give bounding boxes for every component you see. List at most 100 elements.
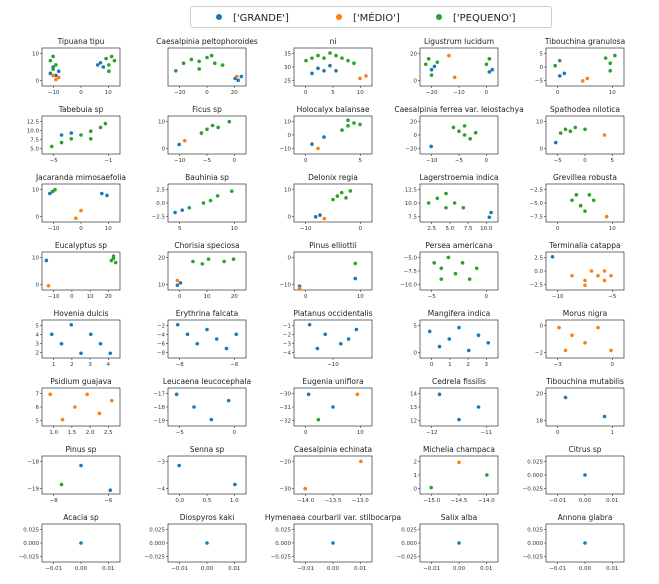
y-tick-label: 0.000 xyxy=(275,541,291,547)
subplot: Terminalia catappa −10 −5 2.5 0.0 −2.5 xyxy=(530,241,625,300)
subplot-axes-frame xyxy=(167,183,247,223)
data-point-grande xyxy=(316,66,320,71)
subplot-title: Spathodea nilotica xyxy=(550,105,620,114)
y-tick-label: −18 xyxy=(27,460,39,466)
data-point-pequeno xyxy=(216,125,220,130)
y-tick-label: −7.5 xyxy=(530,214,544,220)
data-point-grande xyxy=(48,71,53,76)
data-point-grande xyxy=(429,144,433,149)
data-point-grande xyxy=(487,70,492,74)
subplot-axes-frame xyxy=(419,183,499,223)
subplot-title: Grevillea robusta xyxy=(553,173,617,182)
data-point-grande xyxy=(429,67,434,72)
data-point-medio xyxy=(602,269,607,273)
data-point-grande xyxy=(177,142,181,147)
y-tick-label: 2.5 xyxy=(156,188,165,194)
x-tick-label: 10 xyxy=(609,90,616,96)
data-point-pequeno xyxy=(346,124,350,128)
subplot-title: Eucalyptus sp xyxy=(55,241,107,250)
data-point-grande xyxy=(209,417,214,422)
data-point-grande xyxy=(69,131,74,135)
subplot: Citrus sp −0.01 0.00 0.01 0.025 0.000 −0.025 xyxy=(523,445,625,504)
data-point-pequeno xyxy=(591,198,596,203)
data-point-grande xyxy=(101,65,106,69)
data-point-grande xyxy=(331,405,335,409)
data-point-pequeno xyxy=(98,125,103,130)
y-tick-label: −17 xyxy=(153,392,165,398)
data-point-grande xyxy=(224,346,229,351)
y-tick-label: −0.025 xyxy=(19,554,40,560)
subplot-axes-frame xyxy=(545,183,625,223)
y-tick-label: 5 xyxy=(36,418,40,424)
data-point-medio xyxy=(54,77,58,82)
data-point-medio xyxy=(583,341,587,345)
y-tick-label: 0 xyxy=(162,146,166,152)
data-point-pequeno xyxy=(353,261,358,266)
x-tick-label: 5 xyxy=(178,226,182,232)
data-point-pequeno xyxy=(487,57,492,61)
data-point-grande xyxy=(100,191,104,196)
data-point-pequeno xyxy=(201,201,206,205)
x-tick-label: 2.0 xyxy=(86,430,95,436)
subplot: Senna sp 0.0 0.5 1.0 −3 −4 xyxy=(157,445,247,504)
subplot-title: Tibouchina mutabilis xyxy=(545,377,624,386)
data-point-grande xyxy=(88,332,93,337)
y-tick-label: 0.000 xyxy=(23,541,39,547)
data-point-medio xyxy=(602,278,607,283)
subplot-axes-frame xyxy=(41,455,121,495)
data-point-pequeno xyxy=(568,129,573,133)
y-tick-label: 0 xyxy=(414,486,418,492)
x-tick-label: −0.01 xyxy=(549,566,566,572)
subplot: Delonix regia −10 0 10 0 xyxy=(284,173,373,232)
data-point-pequeno xyxy=(340,56,344,60)
subplot: Ligustrum lucidum −20 −10 0 20 0 xyxy=(410,37,499,96)
data-point-grande xyxy=(310,142,314,146)
data-point-pequeno xyxy=(484,62,489,67)
subplot: Ficus sp −10 −5 0 10 0 xyxy=(158,105,247,164)
data-point-grande xyxy=(476,405,481,409)
data-point-grande xyxy=(432,64,437,69)
y-tick-label: −10 xyxy=(279,146,291,152)
x-tick-label: 10 xyxy=(357,90,364,96)
data-point-medio xyxy=(60,417,65,422)
data-point-pequeno xyxy=(174,69,178,73)
subplot-axes-frame xyxy=(545,387,625,427)
subplot-title: ni xyxy=(330,37,337,46)
x-tick-label: 0 xyxy=(304,90,308,96)
y-tick-label: 0.025 xyxy=(527,460,543,466)
data-point-medio xyxy=(583,283,587,288)
data-point-pequeno xyxy=(444,205,448,210)
subplot-title: Chorisia speciosa xyxy=(174,241,239,250)
data-point-grande xyxy=(98,341,103,346)
x-tick-label: −10 xyxy=(174,158,186,164)
data-point-pequeno xyxy=(578,203,583,208)
x-tick-label: 0.01 xyxy=(480,566,492,572)
legend-marker-medio xyxy=(336,14,342,20)
data-point-grande xyxy=(192,405,196,409)
x-tick-label: 10.0 xyxy=(480,226,493,232)
legend-label-pequeno: ['PEQUENO'] xyxy=(453,13,516,24)
data-point-pequeno xyxy=(553,63,557,68)
y-tick-label: 12 xyxy=(410,418,417,424)
y-tick-label: −31 xyxy=(279,405,291,411)
y-tick-label: 0 xyxy=(36,282,40,288)
data-point-pequeno xyxy=(608,69,613,73)
subplot-title: Jacaranda mimosaefolia xyxy=(35,173,126,182)
y-tick-label: 0 xyxy=(414,78,418,84)
y-tick-label: 2.5 xyxy=(534,256,543,262)
data-point-medio xyxy=(316,146,320,151)
data-point-grande xyxy=(205,327,209,332)
x-tick-label: −8 xyxy=(176,362,185,368)
y-tick-label: 0 xyxy=(36,214,40,220)
data-point-medio xyxy=(297,286,302,290)
x-tick-label: 0 xyxy=(304,158,308,164)
data-point-pequeno xyxy=(316,417,321,422)
data-point-medio xyxy=(609,273,613,278)
x-tick-label: −0.01 xyxy=(171,566,188,572)
legend-label-grande: ['GRANDE'] xyxy=(233,13,289,24)
data-point-pequeno xyxy=(453,271,458,276)
data-point-pequeno xyxy=(206,257,211,261)
data-point-pequeno xyxy=(197,67,201,71)
y-tick-label: 13 xyxy=(410,405,417,411)
y-tick-label: 7.5 xyxy=(30,137,39,143)
